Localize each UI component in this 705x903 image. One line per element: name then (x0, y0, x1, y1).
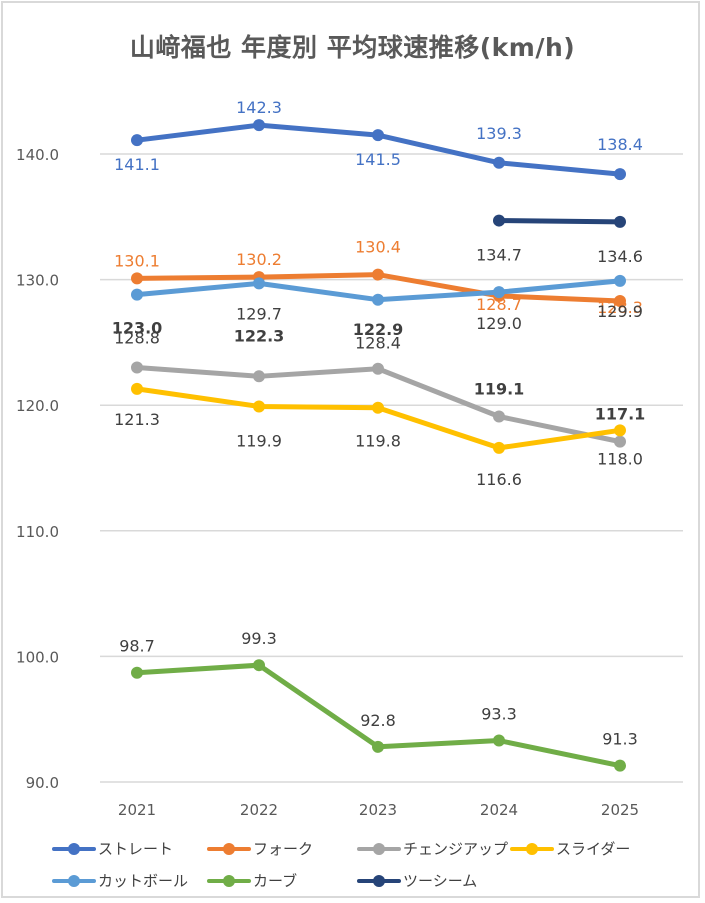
data-point-straight (131, 134, 143, 147)
data-point-fork (131, 272, 143, 285)
data-label-cutter: 128.4 (355, 334, 401, 353)
data-point-fork (372, 268, 384, 281)
data-label-curve: 92.8 (360, 711, 396, 730)
data-label-straight: 138.4 (597, 135, 643, 154)
data-label-straight: 142.3 (236, 98, 282, 117)
data-point-changeup (372, 362, 384, 375)
data-label-twoseam: 134.6 (597, 247, 643, 266)
legend-line-marker-icon (357, 874, 401, 888)
data-label-fork: 128.3 (597, 298, 643, 317)
legend-item-changeup: チェンジアップ (357, 838, 508, 859)
data-point-curve (131, 666, 143, 679)
legend-label: カットボール (98, 872, 189, 890)
data-label-straight: 141.1 (114, 155, 160, 174)
legend-line-marker-icon (510, 842, 554, 856)
legend-item-slider: スライダー (510, 838, 630, 859)
y-tick-label: 140.0 (16, 146, 59, 164)
x-tick-label: 2025 (601, 801, 639, 819)
data-label-slider: 119.8 (355, 432, 401, 451)
data-label-slider: 121.3 (114, 410, 160, 429)
legend-line-marker-icon (357, 842, 401, 856)
data-label-cutter: 128.8 (114, 329, 160, 348)
legend-line-marker-icon (52, 842, 96, 856)
data-point-fork (614, 294, 626, 307)
y-tick-label: 120.0 (16, 397, 59, 415)
data-point-straight (253, 119, 265, 132)
data-label-changeup: 119.1 (474, 380, 525, 399)
legend-item-curve: カーブ (207, 870, 297, 891)
data-point-changeup (493, 410, 505, 423)
data-point-cutter (493, 286, 505, 299)
data-point-curve (493, 734, 505, 747)
series-line-twoseam (496, 218, 623, 225)
data-label-fork: 130.4 (355, 238, 401, 257)
legend-item-fork: フォーク (207, 838, 313, 859)
y-tick-label: 130.0 (16, 272, 59, 290)
data-label-curve: 98.7 (119, 637, 155, 656)
legend-label: ツーシーム (403, 872, 478, 890)
data-point-curve (614, 759, 626, 772)
data-point-changeup (614, 435, 626, 448)
data-point-changeup (253, 370, 265, 383)
data-point-slider (493, 441, 505, 454)
legend-label: スライダー (556, 840, 631, 858)
data-point-curve (253, 659, 265, 672)
legend-label: カーブ (253, 872, 298, 890)
x-tick-label: 2021 (118, 801, 156, 819)
data-point-curve (372, 740, 384, 753)
legend-item-cutter: カットボール (52, 870, 188, 891)
data-label-changeup: 123.0 (112, 319, 163, 338)
x-tick-label: 2022 (240, 801, 278, 819)
data-label-changeup: 122.9 (353, 320, 404, 339)
data-point-slider (372, 401, 384, 414)
y-tick-label: 100.0 (16, 648, 59, 666)
data-label-twoseam: 134.7 (476, 246, 522, 265)
legend-label: フォーク (253, 840, 314, 858)
data-point-changeup (131, 361, 143, 374)
legend-label: チェンジアップ (403, 840, 509, 858)
y-tick-label: 90.0 (26, 774, 59, 792)
legend-item-twoseam: ツーシーム (357, 870, 477, 891)
data-label-cutter: 129.9 (597, 302, 643, 321)
data-point-slider (614, 424, 626, 437)
data-label-cutter: 129.7 (236, 304, 282, 323)
data-point-cutter (372, 293, 384, 306)
data-label-changeup: 117.1 (595, 405, 646, 424)
data-label-fork: 130.2 (236, 250, 282, 269)
data-point-cutter (614, 274, 626, 287)
x-tick-label: 2024 (480, 801, 518, 819)
data-label-fork: 128.7 (476, 295, 522, 314)
legend-line-marker-icon (207, 874, 251, 888)
data-label-slider: 119.9 (236, 431, 282, 450)
y-tick-label: 110.0 (16, 523, 59, 541)
data-label-straight: 141.5 (355, 150, 401, 169)
data-label-slider: 118.0 (597, 449, 643, 468)
data-point-cutter (131, 288, 143, 301)
data-label-changeup: 122.3 (234, 326, 285, 345)
data-label-curve: 93.3 (481, 705, 517, 724)
data-point-straight (493, 156, 505, 169)
legend-line-marker-icon (52, 874, 96, 888)
data-label-fork: 130.1 (114, 251, 160, 270)
data-point-twoseam (614, 215, 626, 228)
data-label-curve: 91.3 (602, 730, 638, 749)
data-label-slider: 116.6 (476, 470, 522, 489)
data-label-straight: 139.3 (476, 124, 522, 143)
data-label-cutter: 129.0 (476, 314, 522, 333)
data-point-slider (253, 400, 265, 413)
chart-title: 山﨑福也 年度別 平均球速推移(km/h) (129, 33, 576, 62)
data-label-curve: 99.3 (241, 629, 277, 648)
data-point-slider (131, 382, 143, 395)
legend-item-straight: ストレート (52, 838, 173, 859)
legend-label: ストレート (98, 840, 174, 858)
data-point-straight (614, 168, 626, 181)
data-point-straight (372, 129, 384, 142)
x-tick-label: 2023 (359, 801, 397, 819)
legend-line-marker-icon (207, 842, 251, 856)
data-point-cutter (253, 277, 265, 290)
data-point-twoseam (493, 214, 505, 227)
